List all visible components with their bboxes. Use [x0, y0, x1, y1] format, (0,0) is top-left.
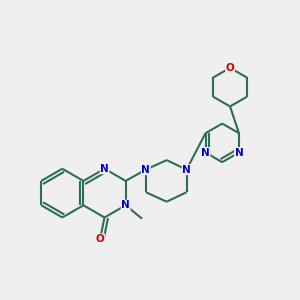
Text: N: N — [121, 200, 130, 210]
Text: N: N — [201, 148, 210, 158]
Text: N: N — [142, 165, 150, 175]
Text: N: N — [182, 165, 191, 175]
Text: N: N — [235, 148, 243, 158]
Text: N: N — [100, 164, 109, 174]
Text: O: O — [226, 63, 234, 73]
Text: O: O — [96, 234, 104, 244]
